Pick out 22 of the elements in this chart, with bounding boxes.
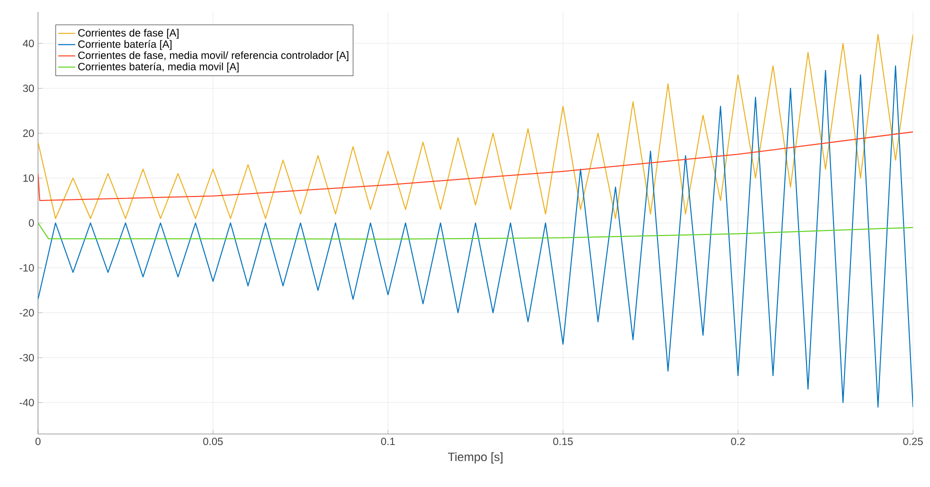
y-tick-label: -40 [20, 398, 34, 406]
y-tick-label: 40 [22, 40, 34, 48]
x-tick-label: 0.1 [381, 438, 395, 446]
legend-label: Corriente batería [A] [78, 40, 172, 50]
x-tick-label: 0.05 [203, 438, 223, 446]
y-tick-label: 30 [23, 84, 34, 92]
x-axis-title: Tiempo [s] [448, 452, 502, 464]
x-tick-label: 0 [35, 438, 41, 446]
x-tick-label: 0.25 [903, 438, 923, 446]
y-tick-label: 10 [23, 174, 34, 182]
legend-label: Corrientes de fase [A] [78, 28, 178, 39]
x-tick-label: 0.15 [553, 438, 573, 446]
y-tick-label: -30 [20, 354, 34, 362]
legend-label: Corrientes de fase, media movil/ referencia controlador [A] [78, 51, 348, 62]
x-tick-label: 0.2 [731, 438, 745, 446]
y-tick-label: -20 [20, 309, 34, 316]
line-series [38, 131, 914, 202]
y-tick-label: 20 [23, 129, 34, 137]
y-tick-label: -10 [20, 264, 34, 272]
y-tick-label: 0 [28, 219, 34, 227]
legend-label: Corrientes batería, media movil [A] [78, 62, 239, 72]
line-series [38, 222, 914, 240]
